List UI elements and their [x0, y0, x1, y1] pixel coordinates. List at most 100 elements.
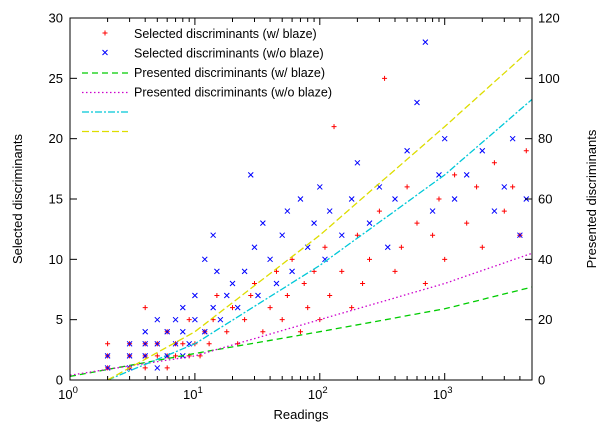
data-point: [436, 172, 441, 177]
data-point: [235, 305, 240, 310]
legend: Selected discriminants (w/ blaze) Selecte…: [82, 27, 332, 132]
data-point: [524, 148, 529, 153]
y2-tick-label: 40: [538, 252, 552, 267]
data-point: [510, 136, 515, 141]
y2-tick-label: 100: [538, 71, 560, 86]
data-point: [214, 293, 219, 298]
data-point: [298, 197, 303, 202]
data-point: [285, 209, 290, 214]
data-point: [155, 365, 160, 370]
data-point: [143, 329, 148, 334]
x-tick-base: 10: [308, 387, 322, 402]
data-point: [285, 293, 290, 298]
data-point: [255, 293, 260, 298]
y2-tick-label: 60: [538, 192, 552, 207]
data-point: [242, 317, 247, 322]
data-point: [327, 293, 332, 298]
data-point: [392, 269, 397, 274]
x-tick-label: 102: [308, 385, 328, 402]
data-point: [268, 257, 273, 262]
x-tick-exponent: 1: [197, 385, 202, 396]
data-point: [385, 245, 390, 250]
data-point: [452, 172, 457, 177]
legend-label: Selected discriminants (w/ blaze): [134, 27, 317, 41]
y2-axis-title: Presented discriminants: [584, 129, 599, 268]
x-tick-exponent: 0: [73, 385, 78, 396]
data-point: [414, 221, 419, 226]
data-point: [252, 245, 257, 250]
data-point: [211, 233, 216, 238]
y2-tick-label: 0: [538, 373, 545, 388]
data-point: [360, 281, 365, 286]
x-tick-label: 103: [433, 385, 453, 402]
data-point: [349, 305, 354, 310]
data-point: [180, 341, 185, 346]
data-point: [423, 281, 428, 286]
y-axis-title: Selected discriminants: [10, 133, 25, 264]
data-point: [187, 317, 192, 322]
data-point: [430, 209, 435, 214]
data-point: [105, 341, 110, 346]
data-point: [155, 317, 160, 322]
data-point: [192, 293, 197, 298]
data-point: [332, 124, 337, 129]
data-point: [339, 233, 344, 238]
data-point: [423, 40, 428, 45]
y-tick-label: 30: [49, 11, 63, 26]
data-point: [367, 221, 372, 226]
data-point: [510, 184, 515, 189]
y-tick-label: 15: [49, 192, 63, 207]
data-point: [305, 305, 310, 310]
data-point: [224, 293, 229, 298]
x-tick-label: 100: [58, 385, 78, 402]
data-point: [198, 353, 203, 358]
y-tick-label: 20: [49, 131, 63, 146]
data-point: [492, 209, 497, 214]
data-point: [442, 136, 447, 141]
x-tick-exponent: 3: [447, 385, 452, 396]
y2-tick-label: 80: [538, 131, 552, 146]
data-point: [202, 257, 207, 262]
data-point: [260, 221, 265, 226]
data-point: [274, 281, 279, 286]
series-0: [105, 76, 529, 371]
data-point: [230, 305, 235, 310]
data-point: [248, 293, 253, 298]
data-point: [224, 329, 229, 334]
data-point: [312, 221, 317, 226]
y-tick-label: 25: [49, 71, 63, 86]
data-point: [355, 160, 360, 165]
data-point: [452, 197, 457, 202]
data-point: [382, 76, 387, 81]
data-point: [317, 184, 322, 189]
data-point: [464, 221, 469, 226]
legend-label: Presented discriminants (w/ blaze): [134, 66, 325, 80]
data-point: [322, 245, 327, 250]
data-point: [143, 305, 148, 310]
data-point: [268, 305, 273, 310]
x-tick-base: 10: [183, 387, 197, 402]
data-point: [207, 341, 212, 346]
data-point: [165, 365, 170, 370]
series-line: [70, 253, 532, 375]
y-tick-label: 0: [56, 373, 63, 388]
data-point: [302, 281, 307, 286]
y2-tick-label: 20: [538, 312, 552, 327]
data-point: [214, 269, 219, 274]
data-point: [298, 329, 303, 334]
data-point: [290, 269, 295, 274]
x-axis-title: Readings: [274, 407, 329, 422]
data-point: [327, 209, 332, 214]
data-point: [502, 184, 507, 189]
series-line: [108, 99, 532, 380]
data-point: [180, 329, 185, 334]
legend-label: Presented discriminants (w/o blaze): [134, 86, 332, 100]
legend-marker: [103, 31, 108, 36]
data-point: [260, 329, 265, 334]
data-point: [377, 209, 382, 214]
data-point: [218, 317, 223, 322]
data-point: [211, 305, 216, 310]
data-point: [492, 160, 497, 165]
data-point: [464, 172, 469, 177]
